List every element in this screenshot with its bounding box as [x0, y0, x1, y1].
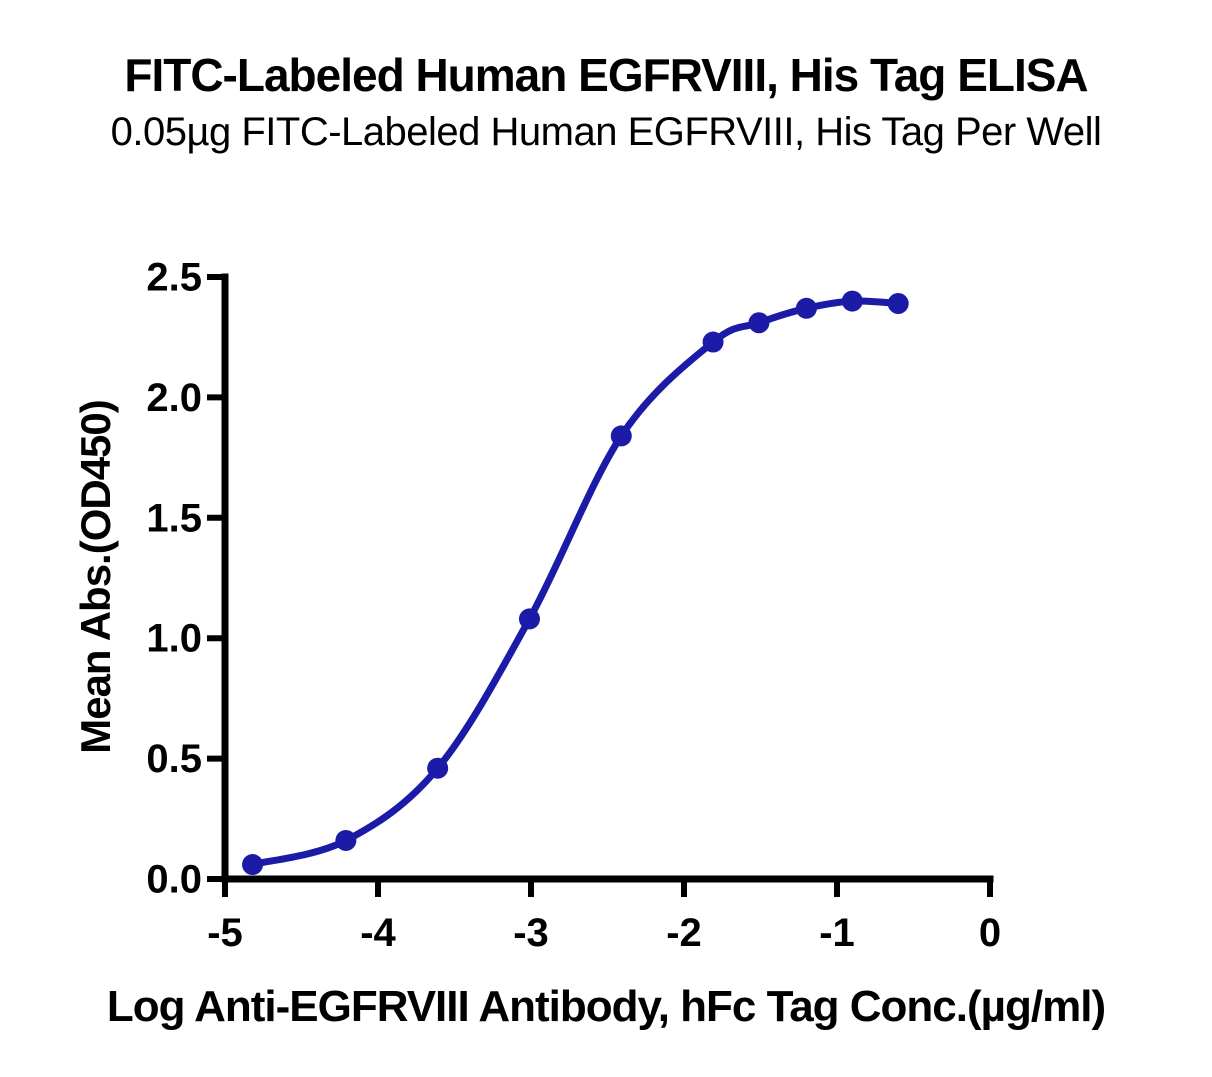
x-tick-label: 0 — [979, 911, 1001, 955]
data-point — [841, 290, 863, 312]
data-point — [795, 297, 817, 319]
chart-title: FITC-Labeled Human EGFRVIII, His Tag ELI… — [124, 49, 1088, 101]
x-tick-label: -3 — [513, 911, 549, 955]
y-tick-label: 2.5 — [146, 256, 202, 300]
data-point — [702, 331, 724, 353]
dose-response-curve — [249, 297, 902, 869]
x-tick-label: -2 — [666, 911, 702, 955]
y-tick-label: 1.0 — [146, 617, 202, 661]
data-point — [427, 757, 449, 779]
chart-subtitle: 0.05µg FITC-Labeled Human EGFRVIII, His … — [110, 110, 1102, 154]
y-tick-label: 1.5 — [146, 496, 202, 540]
data-point — [518, 608, 540, 630]
data-point — [748, 312, 770, 334]
y-tick-label: 0.0 — [146, 858, 202, 902]
data-point — [242, 854, 264, 876]
y-tick-label: 2.0 — [146, 376, 202, 420]
x-tick-label: -4 — [360, 911, 396, 955]
x-tick-label: -5 — [207, 911, 243, 955]
x-axis-label: Log Anti-EGFRVIII Antibody, hFc Tag Conc… — [106, 982, 1106, 1031]
y-tick-label: 0.5 — [146, 737, 202, 781]
x-tick-label: -1 — [819, 911, 855, 955]
data-point — [610, 425, 632, 447]
data-point — [887, 292, 909, 314]
data-point — [335, 829, 357, 851]
